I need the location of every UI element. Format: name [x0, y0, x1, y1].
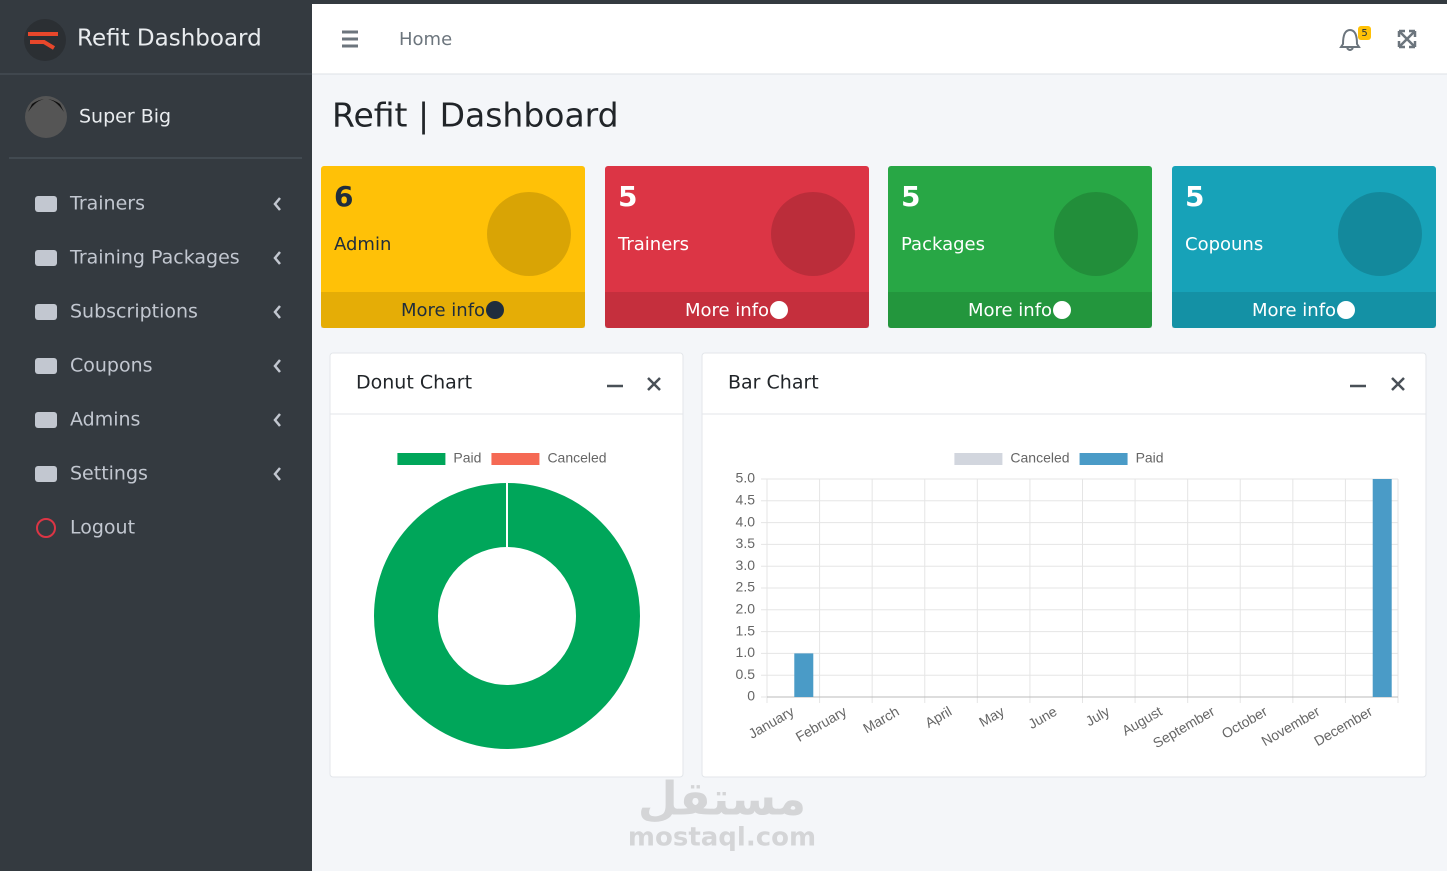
menu-icon — [35, 196, 57, 212]
avatar-hair — [28, 99, 64, 112]
card-link[interactable]: More info — [968, 300, 1052, 321]
legend-swatch — [491, 453, 540, 465]
info-card — [888, 166, 1152, 328]
menu-item[interactable]: Admins — [70, 409, 140, 431]
menu-icon — [35, 412, 57, 428]
chevron — [273, 413, 281, 427]
y-tick-label: 2.5 — [736, 579, 756, 595]
avatar[interactable] — [25, 96, 67, 138]
y-tick-label: 5.0 — [736, 470, 756, 486]
card-label: Trainers — [617, 234, 689, 255]
card-icon — [1338, 192, 1422, 276]
bar — [794, 653, 814, 697]
info-card — [1172, 166, 1436, 328]
card-label: Packages — [901, 234, 985, 255]
chevron — [273, 305, 281, 319]
link-icon — [1053, 301, 1071, 319]
card-tools[interactable] — [1350, 377, 1405, 391]
chevron — [273, 359, 281, 373]
menu-item[interactable]: Trainers — [69, 193, 145, 215]
bell-icon[interactable] — [1339, 28, 1361, 51]
y-tick-label: 1.0 — [736, 644, 756, 660]
y-tick-label: 0 — [747, 688, 755, 704]
menu-icon — [35, 466, 57, 482]
donut-segment — [372, 481, 642, 752]
info-card — [605, 166, 869, 328]
card-value: 6 — [334, 180, 353, 213]
card-footer — [888, 292, 1152, 328]
legend-swatch — [397, 453, 446, 465]
y-tick-label: 4.0 — [736, 513, 756, 529]
link-icon — [770, 301, 788, 319]
link-icon — [486, 301, 504, 319]
card-footer — [321, 292, 585, 328]
legend-swatch — [1079, 453, 1128, 465]
watermark: مستقل — [638, 772, 806, 826]
brand[interactable]: Refit Dashboard — [77, 26, 262, 52]
brand-logo — [24, 19, 66, 61]
menu-toggle[interactable] — [342, 30, 358, 48]
badge — [1358, 26, 1371, 40]
card-footer — [1172, 292, 1436, 328]
chevron — [273, 467, 281, 481]
fullscreen-icon[interactable] — [1397, 29, 1417, 49]
y-tick-label: 1.5 — [736, 622, 756, 638]
chart-title: Bar Chart — [728, 372, 819, 394]
y-tick-label: 4.5 — [736, 492, 756, 508]
legend-swatch — [954, 453, 1003, 465]
card-icon — [1054, 192, 1138, 276]
menu-item[interactable]: Settings — [70, 463, 148, 485]
sidebar — [0, 0, 312, 871]
menu-icon — [36, 518, 56, 538]
card-label: Admin — [334, 234, 391, 255]
brand-logo-mark — [28, 32, 58, 50]
legend-label: Paid — [453, 450, 481, 466]
card-link[interactable]: More info — [1252, 300, 1336, 321]
card-value: 5 — [1185, 180, 1204, 213]
card-link[interactable]: More info — [401, 300, 485, 321]
card-label: Copouns — [1185, 234, 1263, 255]
card-value: 5 — [901, 180, 920, 213]
menu-item[interactable]: Training Packages — [69, 247, 240, 269]
card-value: 5 — [618, 180, 637, 213]
menu-item[interactable]: Logout — [70, 517, 135, 539]
legend-label: Canceled — [1010, 450, 1069, 466]
info-card — [321, 166, 585, 328]
navbar — [312, 0, 1447, 74]
menu-item[interactable]: Subscriptions — [70, 301, 198, 323]
page-title: Refit | Dashboard — [332, 96, 619, 135]
y-tick-label: 3.0 — [736, 557, 756, 573]
card-link[interactable]: More info — [685, 300, 769, 321]
bar — [1372, 479, 1392, 697]
card-icon — [771, 192, 855, 276]
menu-icon — [35, 250, 57, 266]
watermark: mostaql.com — [628, 823, 816, 853]
legend-label: Paid — [1136, 450, 1164, 466]
y-tick-label: 3.5 — [736, 535, 756, 551]
badge-count: 5 — [1361, 28, 1367, 39]
card-footer — [605, 292, 869, 328]
legend-label: Canceled — [547, 450, 606, 466]
card-tools[interactable] — [607, 377, 661, 391]
chart-title: Donut Chart — [356, 372, 472, 394]
menu-item[interactable]: Coupons — [70, 355, 153, 377]
link-icon — [1337, 301, 1355, 319]
chevron — [273, 197, 281, 211]
menu-icon — [35, 304, 57, 320]
breadcrumb[interactable]: Home — [399, 29, 452, 50]
menu-icon — [35, 358, 57, 374]
chevron — [273, 251, 281, 265]
top-border — [312, 0, 1447, 4]
y-tick-label: 2.0 — [736, 601, 756, 617]
user-name[interactable]: Super Big — [79, 106, 171, 128]
card-icon — [487, 192, 571, 276]
y-tick-label: 0.5 — [736, 666, 756, 682]
chart-card — [701, 352, 1427, 778]
